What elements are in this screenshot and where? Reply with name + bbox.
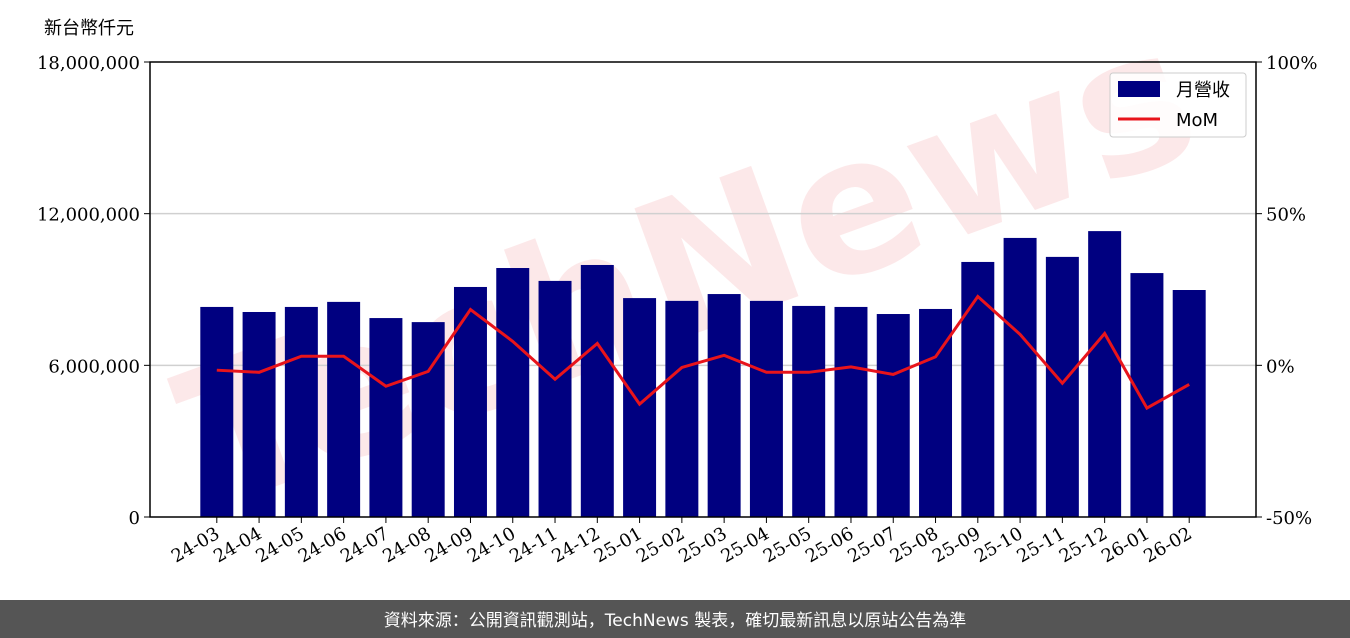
y-tick-label: 18,000,000 bbox=[37, 53, 140, 74]
bar bbox=[453, 286, 487, 517]
bar bbox=[538, 280, 572, 517]
bar bbox=[876, 314, 910, 517]
legend-label: 月營收 bbox=[1176, 80, 1230, 101]
bar bbox=[1045, 256, 1079, 517]
y-tick-label: 12,000,000 bbox=[37, 205, 140, 226]
bar bbox=[961, 261, 995, 517]
footer-text: 資料來源：公開資訊觀測站，TechNews 製表，確切最新訊息以原站公告為準 bbox=[384, 611, 966, 631]
legend-label: MoM bbox=[1176, 110, 1218, 131]
bar bbox=[580, 264, 614, 517]
bar bbox=[834, 306, 868, 517]
bar bbox=[1172, 290, 1206, 517]
y-tick-label: 6,000,000 bbox=[48, 356, 140, 377]
legend-swatch bbox=[1118, 81, 1160, 97]
bar bbox=[707, 294, 741, 517]
x-tick-label: 26-02 bbox=[1140, 523, 1195, 567]
y-axis-label: 新台幣仟元 bbox=[44, 18, 134, 39]
bar bbox=[369, 318, 403, 517]
y-tick-label: 0 bbox=[129, 508, 140, 529]
bar bbox=[496, 268, 530, 517]
bar bbox=[327, 301, 361, 517]
bar bbox=[1003, 237, 1037, 517]
y2-tick-label: -50% bbox=[1266, 508, 1312, 529]
footer-bar bbox=[0, 600, 1350, 638]
y2-tick-label: 0% bbox=[1266, 356, 1295, 377]
bar bbox=[200, 306, 234, 517]
y2-tick-label: 100% bbox=[1266, 53, 1317, 74]
bar bbox=[665, 300, 699, 517]
bar bbox=[1130, 273, 1164, 517]
bar bbox=[623, 298, 657, 517]
bar bbox=[792, 305, 826, 517]
line bbox=[216, 294, 1190, 411]
bar bbox=[284, 306, 318, 517]
bar bbox=[242, 311, 276, 517]
plot-frame bbox=[149, 61, 1257, 518]
bar bbox=[411, 322, 445, 517]
legend: 月營收 MoM bbox=[1109, 72, 1247, 138]
y2-tick-label: 50% bbox=[1266, 205, 1306, 226]
bar bbox=[749, 300, 783, 517]
bar bbox=[1088, 231, 1122, 517]
